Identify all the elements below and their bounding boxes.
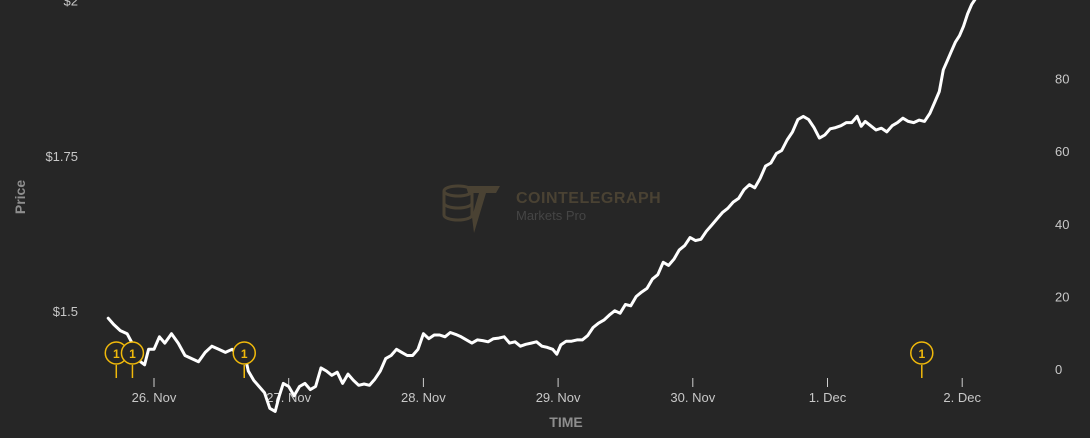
right-tick-label: 20 — [1055, 289, 1069, 304]
x-tick-label: 28. Nov — [401, 390, 446, 405]
right-tick-label: 40 — [1055, 217, 1069, 232]
x-tick-label: 26. Nov — [132, 390, 177, 405]
event-marker-label: 1 — [129, 347, 136, 361]
x-tick-label: 27. Nov — [266, 390, 311, 405]
cointelegraph-logo-icon — [442, 184, 500, 233]
x-tick-label: 30. Nov — [670, 390, 715, 405]
event-marker-label: 1 — [918, 347, 925, 361]
price-line — [106, 0, 977, 413]
x-axis: 26. Nov 27. Nov 28. Nov 29. Nov 30. Nov 1. De… — [132, 378, 981, 405]
watermark-subtitle: Markets Pro — [516, 208, 586, 223]
event-marker-circle — [910, 341, 934, 365]
x-tick-label: 2. Dec — [943, 390, 981, 405]
y-axis-title: Price — [12, 180, 28, 214]
left-y-axis: $1.5 $1.75 $2 — [45, 0, 78, 319]
event-marker-label: 1 — [241, 347, 248, 361]
event-marker-circle — [120, 341, 145, 365]
event-marker-circle — [232, 341, 256, 365]
left-tick-label: $2 — [64, 0, 78, 9]
left-tick-label: $1.75 — [45, 149, 78, 164]
series-layer — [106, 0, 977, 413]
right-tick-label: 80 — [1055, 72, 1069, 87]
x-axis-title: TIME — [549, 414, 582, 430]
right-y-axis: 0 20 40 60 80 — [1055, 72, 1069, 377]
right-tick-label: 60 — [1055, 144, 1069, 159]
watermark: COINTELEGRAPH Markets Pro — [442, 184, 661, 233]
left-tick-label: $1.5 — [53, 304, 78, 319]
right-tick-label: 0 — [1055, 362, 1062, 377]
event-marker[interactable]: 1 — [120, 341, 145, 378]
watermark-title: COINTELEGRAPH — [516, 190, 661, 207]
x-tick-label: 29. Nov — [536, 390, 581, 405]
x-tick-label: 1. Dec — [809, 390, 847, 405]
event-marker[interactable]: 1 — [232, 341, 256, 378]
event-marker-label: 1 — [113, 347, 120, 361]
event-marker[interactable]: 1 — [910, 341, 934, 378]
